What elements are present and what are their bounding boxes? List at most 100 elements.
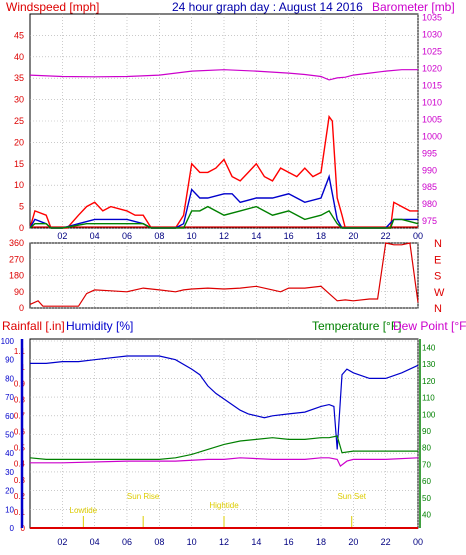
dewpoint-axis-title: Dew Point [°F]	[393, 319, 466, 333]
temperature-tick-label: 100	[422, 410, 436, 419]
x-tick-label: 22	[381, 231, 391, 241]
barometer-tick-label: 990	[422, 165, 437, 175]
temperature-axis-title: Temperature [°F]	[312, 319, 402, 333]
x-tick-label: 00	[413, 537, 423, 547]
humidity-tick-label: 0	[10, 524, 15, 533]
wind-tick-label: 25	[14, 116, 24, 126]
barometer-tick-label: 1010	[422, 97, 442, 107]
x-tick-label: 10	[187, 537, 197, 547]
temperature-tick-label: 50	[422, 494, 431, 503]
rain-tick-label: 0.4	[14, 460, 26, 469]
x-tick-label: 08	[154, 537, 164, 547]
x-tick-label: 20	[348, 537, 358, 547]
direction-panel-grid	[29, 242, 419, 309]
barometer-tick-label: 1025	[422, 46, 442, 56]
temperature-tick-label: 110	[422, 394, 435, 403]
humidity-axis-title: Humidity [%]	[66, 319, 133, 333]
humidity-tick-label: 50	[5, 431, 14, 440]
barometer-tick-label: 1000	[422, 131, 442, 141]
bottom-panel-series	[29, 355, 419, 529]
barometer-tick-label: 1020	[422, 63, 442, 73]
compass-label: N	[434, 238, 442, 250]
temperature-tick-label: 90	[422, 427, 431, 436]
barometer-tick-label: 985	[422, 182, 437, 192]
wind-tick-label: 30	[14, 95, 24, 105]
rainfall-axis-title: Rainfall [.in]	[2, 319, 65, 333]
wind-tick-label: 35	[14, 73, 24, 83]
barometer-tick-label: 995	[422, 148, 437, 158]
humidity-tick-label: 10	[5, 505, 14, 514]
temperature-tick-label: 120	[422, 377, 436, 386]
wind-direction-line	[29, 242, 419, 307]
top-panel-series	[29, 69, 419, 229]
humidity-tick-label: 80	[5, 374, 14, 383]
x-tick-label: 06	[122, 231, 132, 241]
wind-tick-label: 45	[14, 30, 24, 40]
wind-low-line	[29, 205, 419, 229]
x-tick-label: 08	[154, 231, 164, 241]
barometer-tick-label: 1005	[422, 114, 442, 124]
direction-tick-label: 90	[14, 287, 24, 297]
rain-tick-label: 0	[21, 524, 26, 533]
rain-tick-label: 0.9	[14, 379, 26, 388]
x-tick-label: 12	[219, 537, 229, 547]
humidity-line	[30, 355, 419, 450]
temperature-tick-label: 140	[422, 343, 436, 352]
bottom-panel-frame	[29, 338, 419, 529]
x-tick-label: 02	[57, 231, 67, 241]
rain-tick-label: 1.1	[14, 347, 26, 356]
barometer-tick-label: 980	[422, 199, 437, 209]
event-label: Sun Set	[337, 492, 366, 501]
x-tick-label: 04	[90, 537, 100, 547]
rain-tick-label: 0.6	[14, 428, 26, 437]
event-label: Lowtide	[70, 506, 98, 515]
rain-tick-label: 0.7	[14, 411, 26, 420]
humidity-tick-label: 60	[5, 412, 14, 421]
humidity-tick-label: 20	[5, 487, 14, 496]
temperature-tick-label: 40	[422, 511, 431, 520]
wind-tick-label: 40	[14, 52, 24, 62]
x-tick-label: 02	[57, 537, 67, 547]
compass-label: N	[434, 303, 442, 315]
chart-title: 24 hour graph day : August 14 2016	[172, 0, 363, 14]
direction-tick-label: 360	[9, 238, 24, 248]
barometer-tick-label: 975	[422, 216, 437, 226]
bottom-panel-grid	[29, 338, 419, 529]
temperature-tick-label: 70	[422, 460, 431, 469]
barometer-line	[29, 69, 418, 81]
bottom-panel-axes: 010203040506070809010000.10.20.30.40.50.…	[1, 337, 436, 547]
rain-tick-label: 0.2	[14, 492, 26, 501]
top-panel-grid	[29, 13, 419, 229]
event-label: Hightide	[209, 501, 239, 510]
wind-tick-label: 5	[19, 202, 24, 212]
x-tick-label: 22	[381, 537, 391, 547]
top-panel-frame	[29, 13, 419, 229]
humidity-tick-label: 100	[1, 337, 15, 346]
x-tick-label: 12	[219, 231, 229, 241]
x-tick-label: 04	[90, 231, 100, 241]
x-tick-label: 16	[284, 537, 294, 547]
direction-tick-label: 0	[19, 303, 24, 313]
temperature-tick-label: 130	[422, 360, 436, 369]
barometer-tick-label: 1035	[422, 12, 442, 22]
humidity-tick-label: 30	[5, 468, 14, 477]
humidity-tick-label: 70	[5, 393, 14, 402]
wind-axis-title: Windspeed [mph]	[6, 0, 99, 14]
wind-tick-label: 15	[14, 159, 24, 169]
barometer-tick-label: 1030	[422, 29, 442, 39]
x-tick-label: 06	[122, 537, 132, 547]
temperature-line	[29, 435, 418, 460]
direction-panel-axes: 0 N 90 W 180 S 270 E 360 N	[9, 238, 445, 315]
temperature-tick-label: 60	[422, 477, 431, 486]
x-tick-label: 00	[413, 231, 423, 241]
x-tick-label: 10	[187, 231, 197, 241]
event-label: Sun Rise	[127, 492, 160, 501]
humidity-tick-label: 90	[5, 356, 14, 365]
compass-label: W	[434, 287, 445, 299]
x-tick-label: 20	[348, 231, 358, 241]
x-tick-label: 14	[251, 537, 261, 547]
x-tick-label: 18	[316, 231, 326, 241]
x-tick-label: 18	[316, 537, 326, 547]
x-tick-label: 16	[284, 231, 294, 241]
